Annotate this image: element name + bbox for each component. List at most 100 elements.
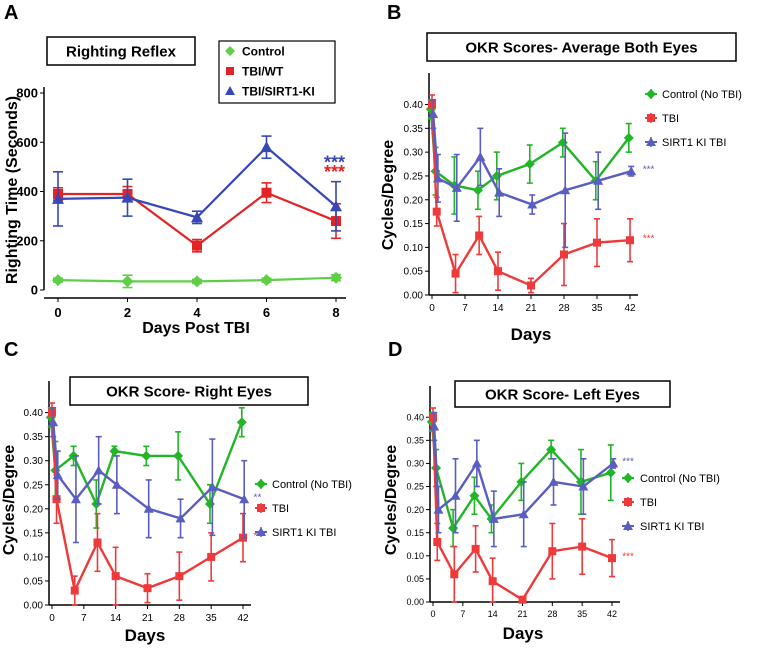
data-point xyxy=(623,132,634,143)
data-point xyxy=(261,187,272,198)
data-point xyxy=(121,275,134,288)
y-tick-label: 0.40 xyxy=(24,408,44,419)
data-point xyxy=(173,450,184,461)
data-point xyxy=(191,211,203,223)
legend-label: TBI xyxy=(640,497,657,509)
chart-title: Righting Reflex xyxy=(66,43,177,60)
data-point xyxy=(527,199,538,209)
data-point xyxy=(260,141,273,153)
data-point xyxy=(578,542,587,551)
y-tick-label: 0.05 xyxy=(404,267,424,278)
x-axis-label: Days Post TBI xyxy=(142,320,250,337)
data-point xyxy=(488,577,497,586)
legend-label: Control xyxy=(242,44,285,58)
x-tick-label: 42 xyxy=(237,613,249,624)
data-point xyxy=(428,100,436,109)
y-tick-label: 200 xyxy=(16,233,38,248)
data-point xyxy=(48,408,56,417)
y-tick-label: 0.40 xyxy=(406,412,424,422)
x-tick-label: 7 xyxy=(462,303,468,314)
legend-marker xyxy=(256,479,266,489)
chart-title-box xyxy=(426,32,737,62)
y-tick-label: 0.00 xyxy=(406,597,424,607)
data-point xyxy=(141,450,152,461)
y-tick-label: 0.15 xyxy=(406,528,424,538)
data-point xyxy=(143,503,154,513)
x-tick-label: 0 xyxy=(49,613,55,624)
y-tick-label: 0.00 xyxy=(24,601,44,612)
x-axis-label: Days xyxy=(511,325,552,344)
y-tick-label: 0.25 xyxy=(24,480,44,491)
y-tick-label: 400 xyxy=(16,184,38,199)
y-tick-label: 0.35 xyxy=(24,432,44,443)
data-point xyxy=(330,200,342,212)
data-point xyxy=(527,281,535,290)
data-point xyxy=(207,482,218,492)
legend-label: Control (No TBI) xyxy=(662,89,742,101)
y-axis-label: Cycles/Degree xyxy=(380,140,397,250)
data-point xyxy=(518,509,529,519)
data-point xyxy=(428,109,439,119)
data-point xyxy=(52,470,63,480)
chart-title-box xyxy=(454,380,671,408)
data-point xyxy=(192,240,202,251)
y-axis-label: Righting Time (Seconds) xyxy=(4,96,21,284)
data-point xyxy=(451,182,462,192)
chart-title-box xyxy=(46,36,196,66)
y-tick-label: 0.00 xyxy=(404,291,424,302)
significance-marker: *** xyxy=(643,164,655,175)
legend-label: Control (No TBI) xyxy=(640,473,720,485)
data-point xyxy=(432,173,443,183)
data-point xyxy=(593,175,604,185)
series-line xyxy=(431,417,613,602)
data-point xyxy=(175,513,186,523)
chart-title: OKR Scores- Average Both Eyes xyxy=(465,39,697,56)
data-point xyxy=(593,238,601,247)
data-point xyxy=(191,275,203,288)
x-tick-label: 28 xyxy=(174,613,186,624)
y-tick-label: 0.05 xyxy=(24,576,44,587)
significance-marker: *** xyxy=(622,551,634,562)
y-tick-label: 0.30 xyxy=(24,456,44,467)
y-tick-label: 0.10 xyxy=(406,551,424,561)
data-point xyxy=(546,444,557,455)
panel-letter: C xyxy=(4,339,18,361)
significance-marker: *** xyxy=(324,152,345,172)
y-tick-label: 600 xyxy=(16,135,38,150)
data-point xyxy=(207,552,216,561)
x-tick-label: 7 xyxy=(460,609,465,619)
x-tick-label: 14 xyxy=(110,613,122,624)
data-point xyxy=(472,185,483,196)
legend-label: TBI/SIRT1-KI xyxy=(242,84,315,98)
data-point xyxy=(143,584,152,593)
y-tick-label: 0.10 xyxy=(404,243,424,254)
data-point xyxy=(626,166,637,176)
y-axis-label: Cycles/Degree xyxy=(1,445,18,555)
series-tbi xyxy=(429,407,616,604)
data-point xyxy=(494,187,505,197)
data-point xyxy=(111,572,120,581)
series-sirt1-ki-tbi xyxy=(429,411,619,548)
y-tick-label: 0.35 xyxy=(406,435,424,445)
y-tick-label: 0.25 xyxy=(406,482,424,492)
data-point xyxy=(70,494,81,504)
significance-marker: *** xyxy=(324,162,345,182)
panel-c: C OKR Score- Right Eyes 0.00 0.05 0.10 0.15 0.… xyxy=(1,339,352,645)
x-tick-label: 35 xyxy=(577,609,587,619)
y-tick-label: 0.20 xyxy=(24,504,44,515)
series-line xyxy=(57,145,337,219)
data-point xyxy=(518,595,527,604)
x-axis-label: Days xyxy=(125,626,166,645)
data-point xyxy=(236,417,247,428)
data-point xyxy=(432,207,441,216)
x-tick-label: 0 xyxy=(430,609,435,619)
legend-label: TBI xyxy=(662,113,679,125)
legend: Control TBI/WT TBI/SIRT1-KI xyxy=(218,40,336,104)
legend-label: TBI/WT xyxy=(242,64,284,78)
y-axis-label: Cycles/Degree xyxy=(383,445,400,555)
x-tick-label: 8 xyxy=(332,305,339,320)
y-tick-label: 0.15 xyxy=(24,528,44,539)
legend-label: TBI xyxy=(272,503,289,515)
data-point xyxy=(578,481,589,491)
significance-marker: *** xyxy=(254,531,266,542)
